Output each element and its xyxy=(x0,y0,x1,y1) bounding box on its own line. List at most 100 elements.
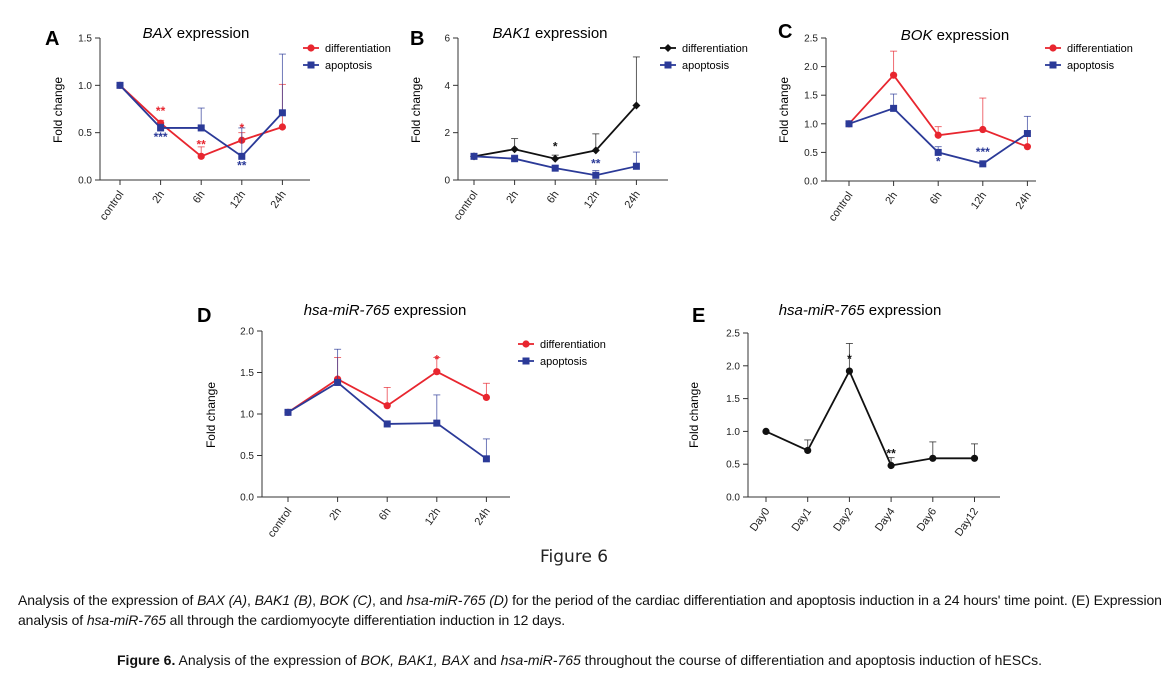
data-point xyxy=(551,164,559,172)
y-tick-label: 0.5 xyxy=(240,451,254,462)
figure-title-part: BOK, BAK1, BAX xyxy=(360,652,470,668)
y-tick-label: 0.5 xyxy=(726,460,740,471)
data-point xyxy=(979,125,987,134)
x-tick-label: 24h xyxy=(472,506,492,528)
x-tick-label: control xyxy=(98,189,127,223)
figure-title-part: Analysis of the expression of xyxy=(175,652,361,668)
y-axis-label: Fold change xyxy=(51,77,65,143)
data-point xyxy=(482,393,490,401)
data-point xyxy=(934,131,942,139)
y-tick-label: 6 xyxy=(444,34,450,45)
significance-marker: ** xyxy=(197,137,207,151)
data-point xyxy=(890,104,898,112)
chart-panel-b: B BAK1 expression Fold change 0 2 4 6 control 2h… xyxy=(409,25,748,223)
data-point xyxy=(890,71,898,79)
chart-title: BAK1 expression xyxy=(492,25,607,42)
x-tick-label: 12h xyxy=(423,506,443,528)
figure-title: Figure 6. Analysis of the expression of … xyxy=(117,652,1042,668)
chart-title-gene: BAK1 xyxy=(492,25,530,42)
figure-6-charts: A BAX expression Fold change 0.0 0.5 1.0 1.5 co… xyxy=(45,21,1133,540)
y-tick-label: 1.0 xyxy=(240,410,254,421)
data-point xyxy=(845,367,854,375)
data-point xyxy=(632,101,641,110)
legend-label: apoptosis xyxy=(682,60,730,72)
y-tick-label: 0.5 xyxy=(804,148,818,159)
chart-title-gene: hsa-miR-765 xyxy=(779,302,866,319)
figure-caption: Analysis of the expression of BAX (A), B… xyxy=(18,590,1168,630)
caption-part: BAX (A) xyxy=(197,592,247,608)
y-tick-label: 4 xyxy=(444,81,450,92)
legend-entry-apoptosis: apoptosis xyxy=(1045,60,1115,72)
data-point xyxy=(1023,130,1031,138)
data-point xyxy=(632,162,640,170)
y-tick-label: 1.5 xyxy=(240,368,254,379)
chart-title-rest: expression xyxy=(865,302,942,319)
data-point xyxy=(284,408,292,416)
series-apoptosis xyxy=(284,348,490,463)
series-differentiation: * xyxy=(470,56,641,163)
data-point xyxy=(934,148,942,156)
x-tick-label: Day6 xyxy=(915,506,940,534)
caption-part: BAK1 (B) xyxy=(254,592,313,608)
chart-panel-a: A BAX expression Fold change 0.0 0.5 1.0 1.5 co… xyxy=(45,25,391,223)
panel-letter: C xyxy=(778,21,792,43)
caption-part: for the period of the cardiac differenti… xyxy=(18,592,1162,628)
x-tick-label: 24h xyxy=(1013,190,1033,212)
legend-marker xyxy=(522,340,530,348)
legend-label: apoptosis xyxy=(540,356,588,368)
legend-entry-differentiation: differentiation xyxy=(303,43,391,55)
x-tick-label: 6h xyxy=(545,189,562,206)
caption-part: , xyxy=(246,592,255,608)
y-tick-label: 1.0 xyxy=(78,81,92,92)
chart-title: BOK expression xyxy=(901,27,1009,44)
chart-title: hsa-miR-765 expression xyxy=(779,302,942,319)
data-point xyxy=(510,145,519,154)
data-point xyxy=(482,455,490,463)
x-tick-label: control xyxy=(827,190,856,224)
legend-entry-differentiation: differentiation xyxy=(518,339,606,351)
y-tick-label: 1.5 xyxy=(726,394,740,405)
legend-marker xyxy=(307,44,315,52)
x-tick-label: control xyxy=(266,506,295,540)
y-tick-label: 0 xyxy=(444,176,450,187)
x-tick-label: 2h xyxy=(883,190,900,207)
caption-part: hsa-miR-765 (D) xyxy=(406,592,509,608)
significance-marker: * xyxy=(434,353,439,367)
legend-marker xyxy=(664,44,672,52)
data-point xyxy=(592,171,600,179)
x-tick-label: Day0 xyxy=(748,506,773,534)
legend-entry-apoptosis: apoptosis xyxy=(660,60,730,72)
y-tick-label: 2.5 xyxy=(804,34,818,45)
legend-label: differentiation xyxy=(1067,43,1133,55)
x-tick-label: Day4 xyxy=(873,506,898,534)
significance-marker: * xyxy=(847,352,852,366)
y-tick-label: 0.0 xyxy=(726,493,740,504)
significance-marker: ** xyxy=(156,104,166,118)
data-point xyxy=(804,446,812,455)
caption-part: , xyxy=(312,592,320,608)
caption-part: hsa-miR-765 xyxy=(86,612,166,628)
data-point xyxy=(197,152,205,160)
panel-letter: A xyxy=(45,28,59,50)
legend-label: differentiation xyxy=(540,339,606,351)
series-apoptosis: ***** xyxy=(116,53,286,172)
figure-title-number: Figure 6. xyxy=(117,652,176,668)
chart-title-gene: hsa-miR-765 xyxy=(304,302,391,319)
y-tick-label: 1.5 xyxy=(804,91,818,102)
data-point xyxy=(470,152,478,160)
data-point xyxy=(433,419,441,427)
series-differentiation xyxy=(845,50,1031,151)
data-point xyxy=(197,124,205,132)
y-axis-label: Fold change xyxy=(204,382,218,448)
data-point xyxy=(762,427,770,435)
x-tick-label: 2h xyxy=(150,189,167,206)
data-point xyxy=(1023,143,1031,151)
chart-title: hsa-miR-765 expression xyxy=(304,302,467,319)
data-point xyxy=(551,154,560,163)
figure-label: Figure 6 xyxy=(540,547,609,567)
data-point xyxy=(845,120,853,128)
x-tick-label: control xyxy=(452,189,481,223)
data-point xyxy=(383,402,391,410)
